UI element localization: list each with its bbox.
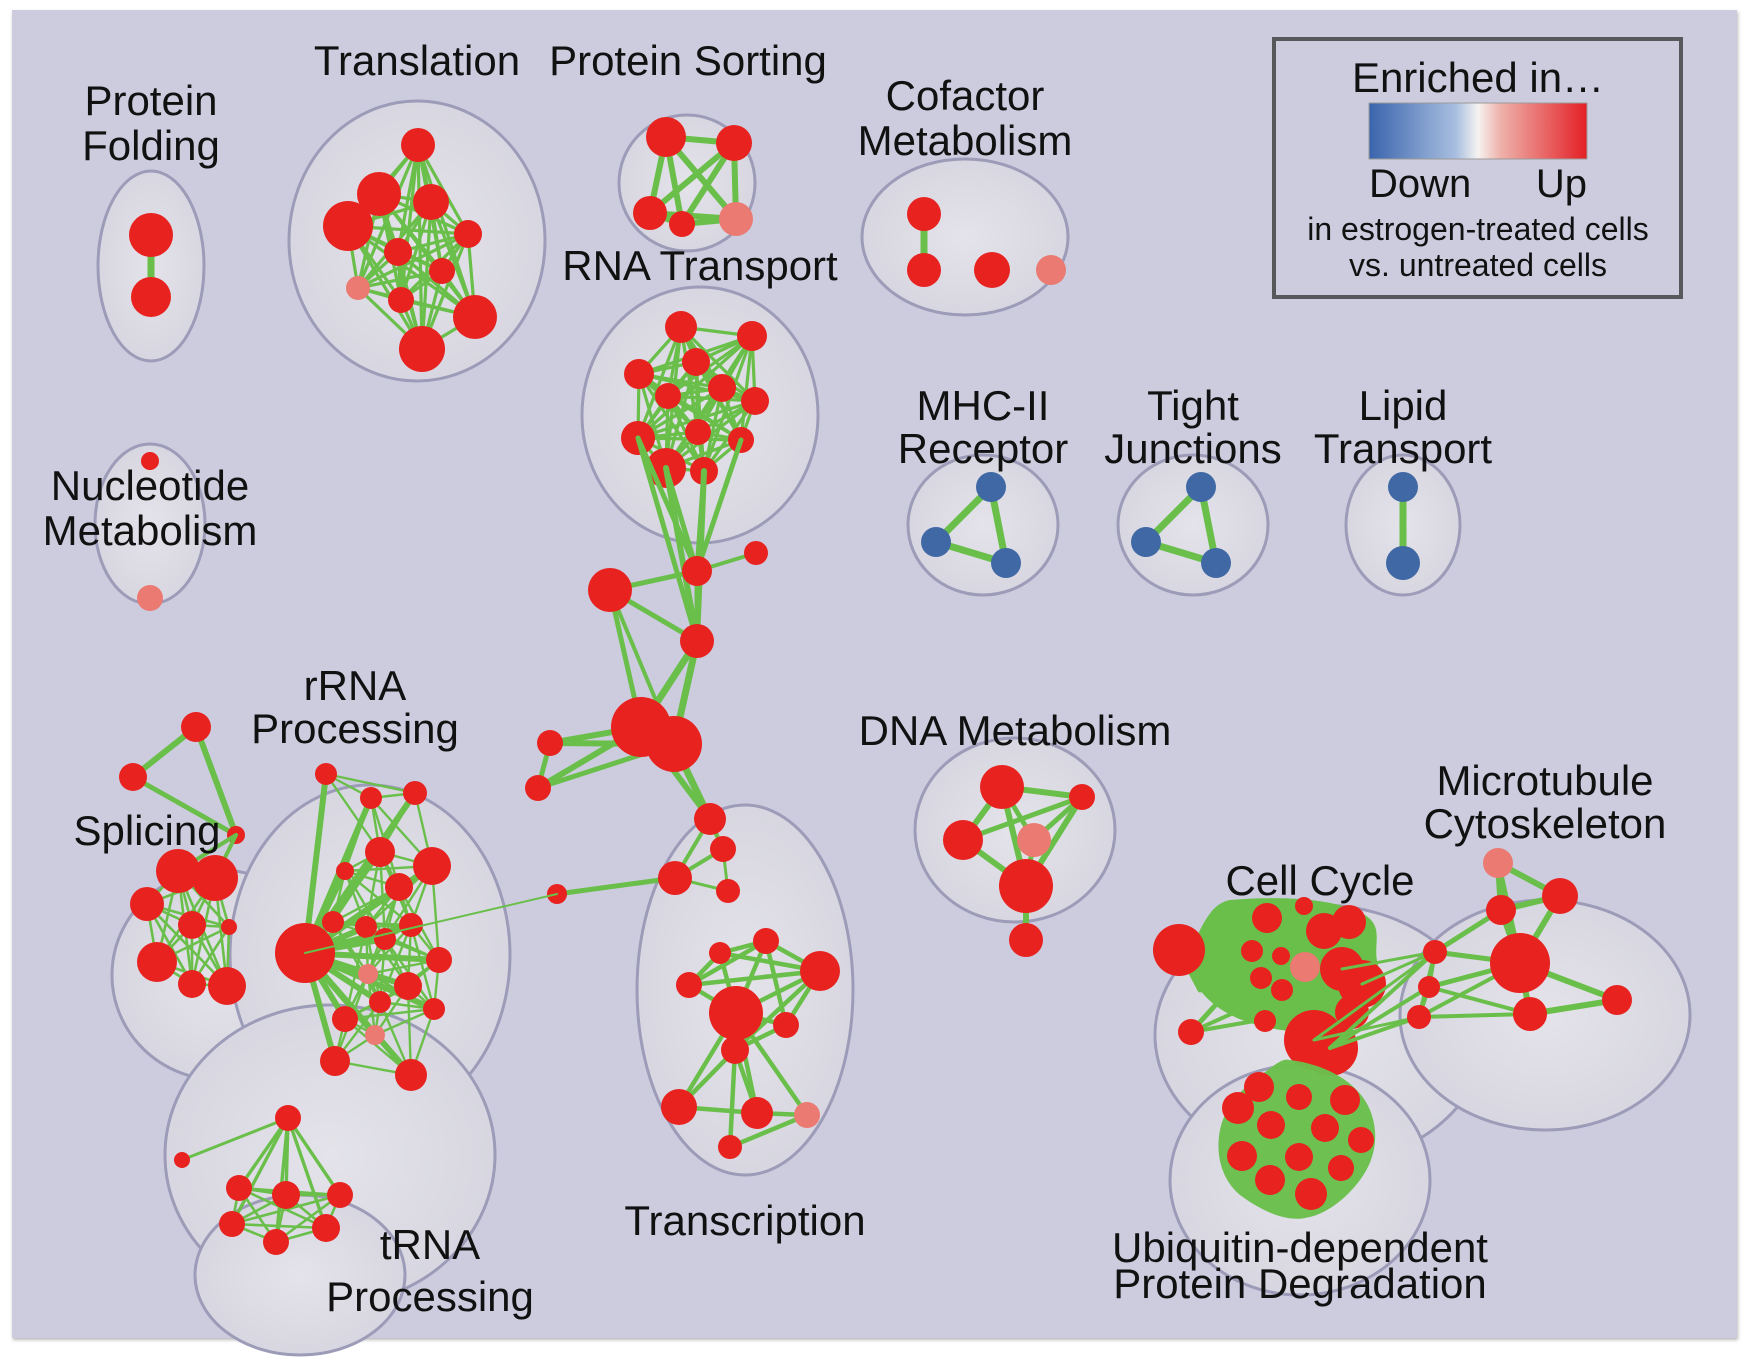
svg-text:Splicing: Splicing — [73, 807, 220, 854]
svg-text:Lipid: Lipid — [1359, 382, 1448, 429]
svg-text:Tight: Tight — [1147, 382, 1239, 429]
svg-text:MHC-II: MHC-II — [917, 382, 1050, 429]
svg-text:vs. untreated cells: vs. untreated cells — [1349, 247, 1607, 283]
svg-text:Nucleotide: Nucleotide — [51, 462, 249, 509]
svg-text:Cytoskeleton: Cytoskeleton — [1424, 800, 1667, 847]
svg-text:Down: Down — [1369, 162, 1471, 206]
svg-text:rRNA: rRNA — [304, 662, 407, 709]
svg-text:Folding: Folding — [82, 122, 220, 169]
svg-text:Up: Up — [1536, 162, 1587, 206]
svg-text:Protein: Protein — [84, 77, 217, 124]
svg-text:Processing: Processing — [326, 1273, 534, 1320]
svg-text:in estrogen-treated cells: in estrogen-treated cells — [1307, 211, 1649, 247]
svg-text:Transport: Transport — [1314, 425, 1493, 472]
svg-text:Protein Sorting: Protein Sorting — [549, 37, 827, 84]
svg-text:Metabolism: Metabolism — [858, 117, 1073, 164]
svg-text:Translation: Translation — [314, 37, 520, 84]
svg-text:Cofactor: Cofactor — [886, 72, 1045, 119]
svg-text:Protein Degradation: Protein Degradation — [1113, 1260, 1487, 1307]
svg-text:tRNA: tRNA — [380, 1221, 480, 1268]
svg-text:RNA Transport: RNA Transport — [562, 242, 838, 289]
svg-text:Metabolism: Metabolism — [43, 507, 258, 554]
svg-text:DNA Metabolism: DNA Metabolism — [859, 707, 1172, 754]
svg-text:Transcription: Transcription — [624, 1197, 865, 1244]
svg-text:Cell Cycle: Cell Cycle — [1225, 857, 1414, 904]
svg-text:Junctions: Junctions — [1104, 425, 1281, 472]
svg-text:Microtubule: Microtubule — [1436, 757, 1653, 804]
svg-text:Processing: Processing — [251, 705, 459, 752]
svg-text:Receptor: Receptor — [898, 425, 1068, 472]
svg-text:Enriched in…: Enriched in… — [1352, 54, 1604, 101]
